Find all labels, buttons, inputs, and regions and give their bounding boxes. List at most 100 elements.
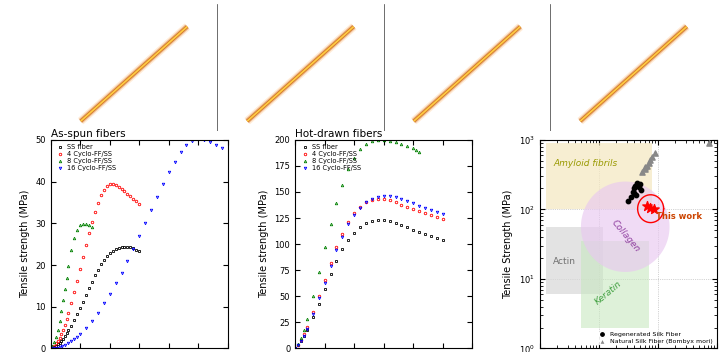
SS fiber (439, 238, 447, 242)
SS fiber (90, 274, 99, 278)
4 Cyclo-FF/SS (76, 267, 85, 271)
Natural Silk Fiber (Bombyx mori) (640, 165, 652, 170)
4 Cyclo-FF/SS (308, 310, 317, 314)
8 Cyclo-FF/SS (308, 294, 317, 298)
16 Cyclo-FF/SS (397, 197, 405, 201)
SS fiber (70, 318, 79, 322)
SS fiber (308, 315, 317, 319)
16 Cyclo-FF/SS (218, 146, 227, 150)
8 Cyclo-FF/SS (70, 236, 79, 240)
SS fiber (403, 225, 412, 230)
SS fiber (106, 251, 114, 255)
SS fiber (93, 268, 102, 272)
4 Cyclo-FF/SS (67, 301, 76, 305)
SS fiber (409, 227, 418, 232)
4 Cyclo-FF/SS (129, 196, 138, 201)
4 Cyclo-FF/SS (64, 311, 72, 315)
16 Cyclo-FF/SS (314, 296, 323, 301)
SS fiber (79, 300, 88, 304)
4 Cyclo-FF/SS (300, 332, 308, 336)
16 Cyclo-FF/SS (164, 170, 173, 175)
SS fiber (391, 221, 400, 225)
Text: Collagen: Collagen (610, 218, 641, 254)
SS fiber (120, 245, 129, 249)
16 Cyclo-FF/SS (206, 140, 214, 144)
16 Cyclo-FF/SS (439, 212, 447, 216)
Regenerated Silk Fiber (628, 186, 640, 191)
SS fiber (102, 254, 111, 258)
16 Cyclo-FF/SS (49, 346, 58, 350)
4 Cyclo-FF/SS (99, 188, 108, 192)
8 Cyclo-FF/SS (297, 336, 306, 340)
16 Cyclo-FF/SS (70, 337, 79, 341)
4 Cyclo-FF/SS (73, 279, 82, 283)
SS fiber (355, 225, 364, 230)
Line: 16 Cyclo-FF/SS: 16 Cyclo-FF/SS (49, 138, 223, 350)
4 Cyclo-FF/SS (439, 217, 447, 221)
4 Cyclo-FF/SS (82, 243, 90, 247)
8 Cyclo-FF/SS (82, 222, 90, 226)
8 Cyclo-FF/SS (412, 148, 421, 152)
Text: Actin: Actin (553, 257, 576, 266)
16 Cyclo-FF/SS (99, 301, 108, 306)
8 Cyclo-FF/SS (54, 328, 62, 332)
8 Cyclo-FF/SS (327, 222, 335, 226)
SS fiber (332, 259, 341, 263)
SS fiber (51, 344, 60, 348)
Text: p: p (65, 70, 70, 76)
8 Cyclo-FF/SS (368, 139, 376, 143)
16 Cyclo-FF/SS (117, 270, 126, 275)
SS fiber (303, 328, 311, 332)
16 Cyclo-FF/SS (368, 197, 376, 201)
16 Cyclo-FF/SS (355, 206, 364, 210)
SS fiber (96, 262, 105, 266)
16 Cyclo-FF/SS (111, 281, 120, 285)
SS fiber (117, 245, 126, 250)
SS fiber (99, 257, 108, 262)
4 Cyclo-FF/SS (54, 339, 62, 343)
Text: 8 Cyclo-FF/SS: 8 Cyclo-FF/SS (427, 16, 507, 26)
SS fiber (297, 339, 306, 343)
8 Cyclo-FF/SS (344, 167, 353, 171)
8 Cyclo-FF/SS (62, 275, 71, 279)
16 Cyclo-FF/SS (426, 208, 435, 212)
4 Cyclo-FF/SS (51, 341, 60, 346)
16 Cyclo-FF/SS (61, 342, 70, 347)
SS fiber (73, 312, 82, 316)
Line: 8 Cyclo-FF/SS: 8 Cyclo-FF/SS (49, 222, 93, 350)
Y-axis label: Tensile Strength (MPa): Tensile Strength (MPa) (503, 189, 513, 299)
16 Cyclo-FF/SS (303, 327, 311, 331)
16 Cyclo-FF/SS (332, 248, 341, 252)
4 Cyclo-FF/SS (355, 205, 364, 209)
8 Cyclo-FF/SS (64, 264, 72, 268)
Text: Hot-drawn fibers: Hot-drawn fibers (295, 129, 382, 139)
Point (641, 204, 652, 209)
16 Cyclo-FF/SS (88, 319, 96, 323)
Text: p: p (565, 70, 569, 76)
8 Cyclo-FF/SS (76, 223, 85, 227)
SS fiber (338, 247, 347, 251)
SS fiber (57, 339, 66, 343)
16 Cyclo-FF/SS (350, 213, 358, 217)
Line: SS fiber: SS fiber (49, 246, 140, 350)
4 Cyclo-FF/SS (338, 232, 347, 236)
4 Cyclo-FF/SS (379, 197, 388, 201)
8 Cyclo-FF/SS (85, 223, 93, 227)
4 Cyclo-FF/SS (62, 317, 71, 321)
8 Cyclo-FF/SS (379, 138, 388, 142)
SS fiber (415, 230, 424, 234)
4 Cyclo-FF/SS (409, 207, 418, 211)
4 Cyclo-FF/SS (85, 231, 93, 235)
8 Cyclo-FF/SS (55, 319, 64, 323)
8 Cyclo-FF/SS (57, 309, 66, 313)
4 Cyclo-FF/SS (432, 215, 441, 219)
Regenerated Silk Fiber (625, 194, 636, 200)
4 Cyclo-FF/SS (114, 184, 123, 189)
16 Cyclo-FF/SS (93, 310, 102, 315)
SS fiber (132, 247, 140, 252)
4 Cyclo-FF/SS (96, 193, 105, 197)
4 Cyclo-FF/SS (320, 277, 329, 282)
16 Cyclo-FF/SS (194, 137, 203, 141)
4 Cyclo-FF/SS (403, 205, 412, 209)
4 Cyclo-FF/SS (294, 343, 303, 347)
